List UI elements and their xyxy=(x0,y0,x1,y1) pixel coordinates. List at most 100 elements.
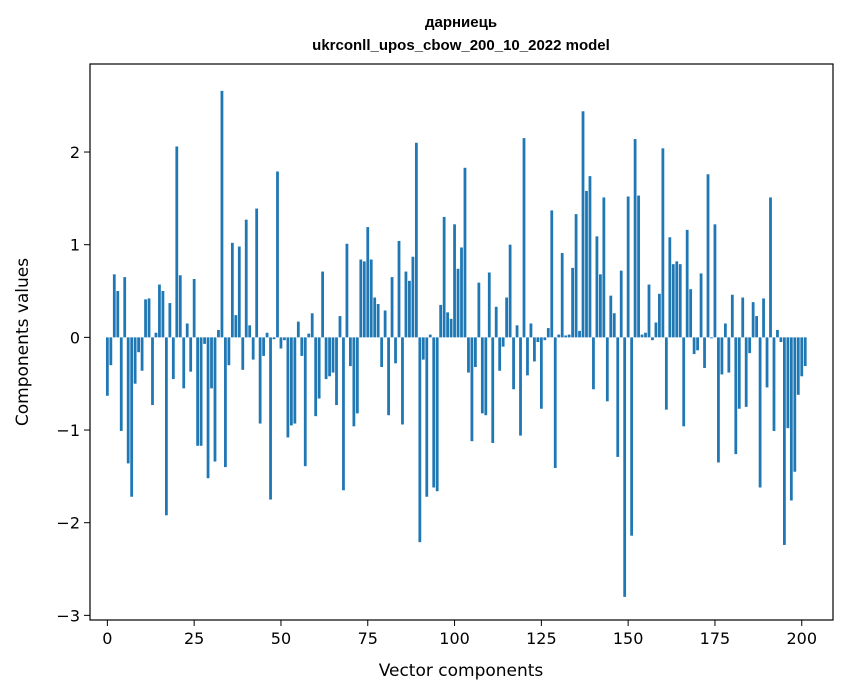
bar-175 xyxy=(713,224,717,338)
bars-group xyxy=(105,90,807,597)
bar-148 xyxy=(619,270,623,338)
bar-85 xyxy=(401,337,404,425)
bar-46 xyxy=(265,332,269,338)
bar-57 xyxy=(303,337,307,467)
bar-9 xyxy=(137,337,140,353)
bar-0 xyxy=(105,337,109,396)
y-tick-label: −2 xyxy=(56,514,80,533)
bar-10 xyxy=(140,337,144,371)
bar-127 xyxy=(546,328,550,338)
bar-70 xyxy=(349,337,352,367)
bar-189 xyxy=(762,298,765,338)
bar-136 xyxy=(578,330,581,338)
bar-15 xyxy=(158,284,161,338)
bar-13 xyxy=(151,337,154,406)
bar-150 xyxy=(626,196,630,338)
bar-126 xyxy=(543,337,547,341)
bar-64 xyxy=(328,337,331,377)
bar-100 xyxy=(453,224,456,338)
bar-35 xyxy=(227,337,231,366)
bar-28 xyxy=(203,337,206,344)
bar-1 xyxy=(109,337,113,366)
bar-101 xyxy=(456,268,460,338)
bar-167 xyxy=(685,229,689,338)
bar-122 xyxy=(529,323,533,338)
bar-172 xyxy=(703,337,706,368)
y-tick-label: 2 xyxy=(70,143,80,162)
bar-123 xyxy=(533,337,536,362)
bar-12 xyxy=(147,298,151,338)
bar-59 xyxy=(310,313,314,338)
x-tick-label: 200 xyxy=(786,629,817,648)
bar-41 xyxy=(248,325,252,338)
bar-65 xyxy=(331,337,335,373)
chart-title-line2: ukrconll_upos_cbow_200_10_2022 model xyxy=(312,37,610,54)
bar-118 xyxy=(515,325,519,338)
bar-87 xyxy=(408,280,411,338)
bar-188 xyxy=(758,337,762,488)
bar-149 xyxy=(623,337,627,597)
chart-title-line1: дарниець xyxy=(425,14,497,31)
bar-21 xyxy=(178,275,182,338)
x-tick-label: 0 xyxy=(102,629,112,648)
bar-160 xyxy=(661,148,665,338)
bar-52 xyxy=(286,337,290,438)
bar-86 xyxy=(404,271,408,338)
bar-31 xyxy=(213,337,217,462)
x-tick-label: 175 xyxy=(700,629,731,648)
bar-49 xyxy=(276,171,279,338)
bar-99 xyxy=(449,318,453,338)
bar-66 xyxy=(335,337,338,406)
bar-168 xyxy=(689,289,693,338)
bar-111 xyxy=(491,337,495,444)
bar-142 xyxy=(598,274,602,338)
bar-120 xyxy=(522,138,526,338)
bar-146 xyxy=(612,313,616,338)
bar-195 xyxy=(783,337,786,545)
y-tick-label: −1 xyxy=(56,421,80,440)
bar-95 xyxy=(435,337,439,492)
bar-133 xyxy=(567,334,571,338)
bar-121 xyxy=(526,337,529,376)
bar-185 xyxy=(748,337,752,354)
bar-157 xyxy=(651,337,654,341)
bar-90 xyxy=(418,337,422,543)
bar-37 xyxy=(234,315,238,338)
bar-79 xyxy=(380,337,384,368)
bar-191 xyxy=(769,197,772,338)
bar-74 xyxy=(362,261,366,338)
bar-96 xyxy=(439,304,443,338)
bar-178 xyxy=(723,323,727,338)
bar-152 xyxy=(633,139,637,338)
bar-144 xyxy=(605,337,609,402)
x-tick-label: 150 xyxy=(613,629,644,648)
bar-114 xyxy=(501,337,505,347)
bar-14 xyxy=(154,332,158,338)
bar-3 xyxy=(116,291,120,338)
bar-5 xyxy=(123,277,127,338)
bar-58 xyxy=(307,333,311,338)
x-axis-ticks: 0 25 50 75 100 125 150 175 200 xyxy=(102,620,817,648)
bar-80 xyxy=(383,310,387,338)
bar-8 xyxy=(133,337,137,384)
bar-39 xyxy=(241,337,245,370)
plot-frame xyxy=(89,63,834,621)
bar-107 xyxy=(477,282,481,338)
bar-53 xyxy=(289,337,293,426)
bar-89 xyxy=(414,142,418,338)
bar-143 xyxy=(602,197,606,338)
x-tick-label: 25 xyxy=(184,629,204,648)
bar-54 xyxy=(293,337,297,424)
bar-135 xyxy=(574,214,578,338)
bar-38 xyxy=(237,246,241,338)
bar-72 xyxy=(355,337,359,414)
bar-19 xyxy=(171,337,175,380)
bar-20 xyxy=(175,146,179,338)
bar-69 xyxy=(345,243,349,338)
bar-36 xyxy=(230,242,234,338)
bar-181 xyxy=(734,337,738,455)
bar-112 xyxy=(494,306,498,338)
bar-176 xyxy=(717,337,720,463)
bar-113 xyxy=(498,337,502,371)
bar-116 xyxy=(508,244,512,338)
